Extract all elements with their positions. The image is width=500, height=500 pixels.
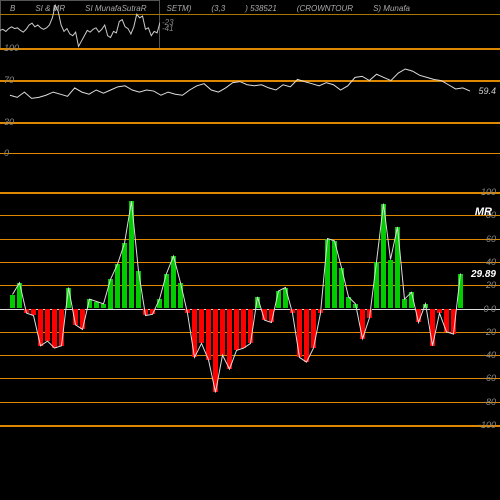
header-item: (3,3 [201, 4, 235, 13]
gridline [0, 153, 500, 154]
rsi-panel: 1007030059.4 [0, 48, 500, 153]
current-value-label: 29.89 [471, 269, 496, 280]
header-item: S) Munafa [363, 4, 420, 13]
mr-line [0, 192, 500, 425]
current-value-label: 59.4 [478, 86, 496, 96]
mr-title: MR [475, 206, 492, 218]
mini-line [0, 0, 160, 50]
rsi-line [0, 48, 500, 153]
mr-panel: 100806040200 0-20-40-60-80-100MR29.89 [0, 192, 500, 425]
header-item: (CROWNTOUR [287, 4, 363, 13]
axis-tick: -41 [162, 24, 174, 33]
mini-panel: -23-41 [0, 0, 160, 50]
header-item: ) 538521 [235, 4, 287, 13]
header-item: SETM) [157, 4, 202, 13]
gridline [0, 425, 500, 427]
